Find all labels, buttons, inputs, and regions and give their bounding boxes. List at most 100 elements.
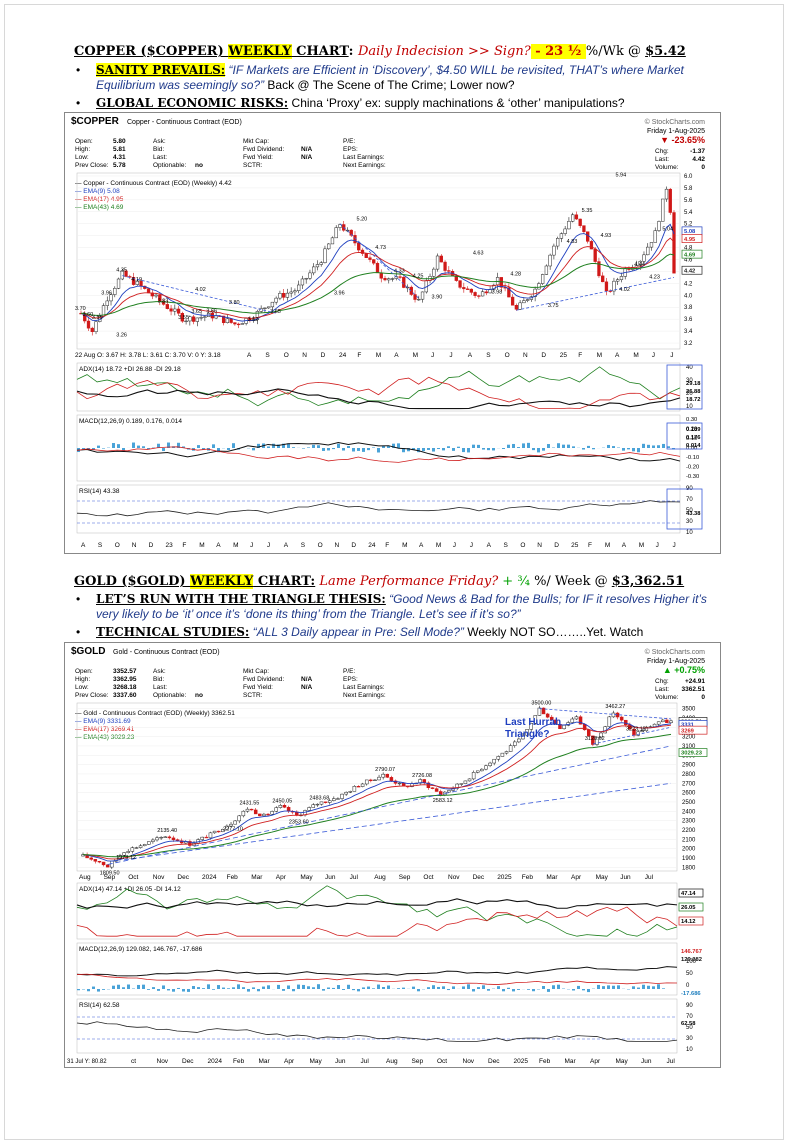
gold-rsi-area	[76, 998, 678, 1054]
copper-candle-body	[304, 278, 308, 280]
copper-candle-body	[289, 291, 293, 294]
copper-price-label: 4.19	[131, 277, 142, 283]
gold-candle-body	[615, 712, 620, 718]
copper-macd-hist-bar	[407, 448, 410, 452]
gold-candle-body	[488, 762, 492, 766]
gold-x-label: Mar	[251, 874, 263, 881]
copper-macd-panel: MACD(12,26,9) 0.189, 0.176, 0.014 0.30 0.2…	[76, 414, 703, 482]
gold-axis-badge-text: 3269	[681, 728, 695, 734]
copper-quote-label: Last:	[655, 156, 669, 163]
copper-bottom-label: M	[199, 542, 204, 549]
copper-macd-hist-bar	[367, 448, 370, 451]
gold-quote-value: N/A	[301, 676, 313, 683]
copper-macd-hist-bar	[427, 448, 430, 450]
gold-macd-hist-bar	[582, 989, 585, 991]
copper-candle-body	[338, 224, 342, 228]
gold-candle-body	[521, 734, 525, 740]
gold-macd-hist-bar	[317, 984, 320, 989]
gold-rsi-panel: RSI(14) 62.58 90 70 50 30 10 62.58	[76, 998, 696, 1054]
gold-macd-hist-bar	[232, 987, 235, 989]
gold-x-label: May	[300, 874, 313, 881]
copper-price-label: 3.60	[83, 312, 94, 318]
gold-macd-hist-bar	[352, 989, 355, 991]
gold-macd-hist-bar	[452, 986, 455, 989]
gold-macd-hist-bar	[282, 989, 285, 991]
copper-macd-hist-bar	[307, 447, 310, 448]
gold-candle-body	[101, 861, 106, 866]
gold-price-label: 3462.27	[605, 704, 625, 710]
gold-candle-body	[266, 813, 270, 816]
copper-macd-hist-bar	[277, 444, 280, 448]
gold-candle-body	[249, 808, 254, 811]
copper-macd-hist-bar	[437, 448, 440, 450]
gold-y-tick: 2900	[682, 763, 696, 769]
gold-x-label: May	[596, 874, 609, 881]
copper-candle-body	[638, 261, 642, 266]
copper-heading-weekly: WEEKLY	[228, 44, 292, 59]
copper-bottom-label: A	[81, 542, 86, 549]
gold-quote-label: Fwd Yield:	[243, 684, 273, 691]
copper-macd-hist-bar	[482, 448, 485, 450]
gold-adx-badge-box	[678, 916, 704, 926]
gold-bottom-label: Jun	[335, 1058, 346, 1065]
gold-macd-hist-bar	[87, 989, 90, 992]
copper-price-label: 4.83	[567, 239, 578, 245]
gold-macd-hist-bar	[182, 989, 185, 992]
gold-y-tick: 3500	[682, 707, 696, 713]
gold-candle-body	[204, 836, 209, 839]
copper-x-label: J	[670, 352, 673, 359]
gold-candle-body	[151, 839, 155, 842]
gold-macd-hist-bar	[442, 986, 445, 989]
copper-candle-body	[330, 237, 335, 245]
copper-candle-body	[593, 248, 597, 262]
copper-quote-label: EPS:	[343, 146, 358, 153]
copper-bottom-label: 24	[368, 542, 376, 549]
copper-candle-body	[518, 302, 522, 310]
gold-macd-hist-bar	[617, 985, 620, 989]
gold-macd-hist-bar	[397, 988, 400, 989]
copper-axis-badge	[681, 249, 703, 259]
copper-macd-hist-bar	[212, 444, 215, 448]
gold-candle-body	[373, 779, 377, 782]
gold-candle-body	[591, 735, 595, 745]
gold-macd-hist-bar	[577, 985, 580, 989]
gold-macd-hist-bar	[542, 986, 545, 989]
copper-candle-body	[364, 253, 368, 258]
copper-bottom-label: D	[351, 542, 356, 549]
gold-quote-box: Open: 3352.57 High: 3362.95 Low: 3268.18 Prev …	[75, 668, 705, 701]
gold-rsi-tick: 30	[686, 1036, 693, 1042]
gold-quote-label: Bid:	[153, 676, 164, 683]
copper-x-label: M	[413, 352, 418, 359]
gold-candle-body	[233, 820, 237, 825]
copper-candle-body	[161, 300, 166, 305]
copper-quote-label: Optionable:	[153, 162, 186, 169]
copper-macd-hist-bar	[477, 444, 480, 448]
gold-candle-body	[319, 801, 324, 805]
copper-x-label: S	[265, 352, 270, 359]
copper-heading-colon: :	[348, 44, 358, 59]
gold-macd-hist-bar	[302, 984, 305, 989]
copper-price-label: 4.23	[649, 275, 660, 281]
gold-candle-body	[541, 707, 546, 715]
copper-candle-body	[589, 241, 594, 250]
gold-y-tick: 2000	[682, 847, 696, 853]
gold-y-tick: 2400	[682, 809, 696, 815]
copper-candle-body	[90, 327, 94, 332]
gold-macd-hist-bar	[652, 986, 655, 989]
gold-macd-hist-bar	[552, 985, 555, 989]
gold-rsi-tick: 90	[686, 1003, 693, 1009]
copper-candle-body	[349, 229, 353, 236]
copper-macd-hist-bar	[167, 442, 170, 448]
gold-candle-body	[188, 841, 192, 846]
copper-macd-hist-bar	[562, 444, 565, 448]
copper-candle-body	[327, 243, 331, 250]
copper-macd-hist-bar	[632, 448, 635, 452]
copper-macd-hist-bar	[257, 443, 260, 448]
copper-candle-body	[616, 279, 620, 282]
copper-price-label: 3.55	[178, 315, 189, 321]
copper-candle-body	[435, 255, 440, 270]
copper-adx-highlight-box	[666, 364, 703, 410]
gold-macd-hist-bar	[487, 989, 490, 991]
copper-trendline	[516, 277, 675, 311]
gold-macd-hist-bar	[192, 986, 195, 989]
